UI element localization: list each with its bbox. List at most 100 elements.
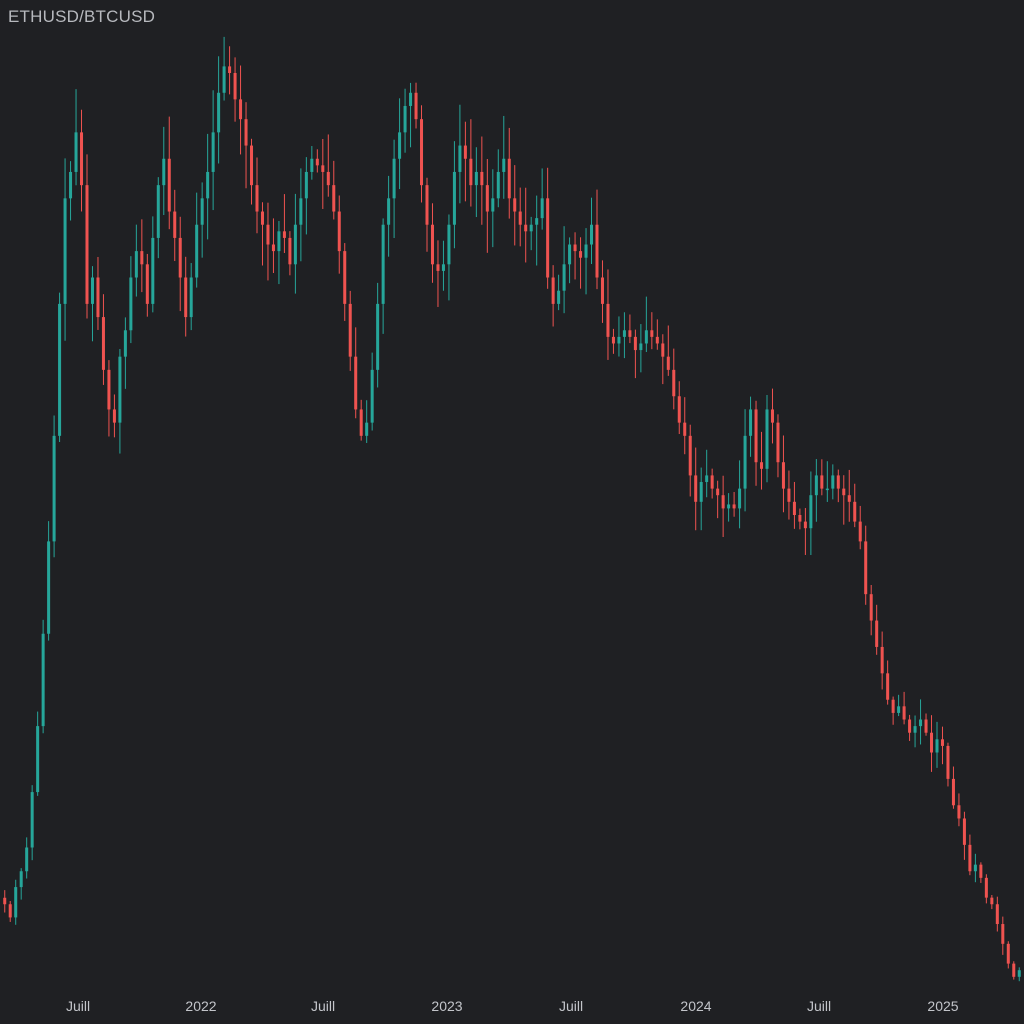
candle-body: [452, 171, 456, 225]
candle-body: [688, 435, 692, 476]
candle: [332, 160, 336, 220]
candle: [101, 294, 105, 385]
candle: [979, 862, 983, 883]
candle: [123, 317, 127, 389]
candle-body: [716, 488, 720, 496]
candle: [579, 237, 583, 289]
candle-body: [19, 871, 23, 888]
candle: [184, 256, 188, 337]
candle: [304, 157, 308, 235]
candle: [145, 253, 149, 317]
candle-body: [655, 336, 659, 344]
candle-body: [984, 877, 988, 898]
candle-body: [995, 904, 999, 925]
candle: [606, 269, 610, 360]
candle-body: [480, 171, 484, 186]
candle-body: [260, 211, 264, 225]
candle-body: [858, 521, 862, 542]
candle-body: [529, 224, 533, 232]
candle-body: [831, 475, 835, 489]
candle: [858, 505, 862, 550]
candle-body: [430, 224, 434, 265]
candle-body: [513, 198, 517, 212]
candle-body: [683, 422, 687, 436]
candle-body: [886, 673, 890, 700]
candle-body: [809, 495, 813, 529]
candle: [282, 194, 286, 254]
candle-body: [326, 171, 330, 186]
candle-body: [897, 706, 901, 713]
candle: [738, 460, 742, 529]
candle: [365, 400, 369, 443]
candle-body: [1001, 924, 1005, 944]
candle: [469, 119, 473, 207]
candle: [36, 711, 40, 796]
candle: [622, 312, 626, 359]
candle-body: [902, 706, 906, 720]
candle-body: [162, 158, 166, 186]
candle-body: [853, 501, 857, 522]
candle-body: [677, 396, 681, 423]
candle-body: [376, 303, 380, 370]
candle-body: [611, 336, 615, 344]
candle: [694, 447, 698, 531]
candle: [557, 274, 561, 311]
candle: [897, 694, 901, 717]
candle: [288, 231, 292, 276]
candle-body: [721, 495, 725, 509]
candle: [348, 290, 352, 371]
candle-body: [348, 303, 352, 357]
candle-body: [151, 237, 155, 304]
candle-body: [244, 119, 248, 146]
candle: [743, 409, 747, 512]
candle: [699, 467, 703, 531]
candle-body: [864, 541, 868, 595]
candle: [507, 127, 511, 219]
candle: [337, 195, 341, 274]
candle: [760, 431, 764, 490]
candle: [25, 837, 29, 879]
candle: [886, 660, 890, 705]
candle: [628, 314, 632, 344]
candle-body: [551, 277, 555, 304]
candle: [590, 197, 594, 265]
candle-body: [502, 158, 506, 172]
candle-body: [30, 792, 34, 848]
candle: [69, 161, 73, 221]
candle-body: [524, 224, 528, 232]
candle: [672, 348, 676, 410]
candle-body: [694, 475, 698, 502]
candle: [58, 292, 62, 442]
candle: [321, 139, 325, 209]
candle: [611, 328, 615, 354]
candle-body: [195, 224, 199, 278]
candle-body: [458, 145, 462, 172]
candle-body: [228, 66, 232, 73]
candle-body: [409, 92, 413, 106]
candle: [47, 521, 51, 641]
candle-body: [792, 501, 796, 515]
candle: [853, 483, 857, 528]
candle: [639, 324, 643, 373]
candle: [820, 459, 824, 496]
candle: [836, 469, 840, 503]
candle: [754, 400, 758, 486]
candle: [52, 415, 56, 558]
candle: [206, 133, 210, 240]
candle-body: [880, 646, 884, 674]
candle-body: [425, 185, 429, 225]
candle-body: [732, 504, 736, 509]
candle-body: [749, 409, 753, 436]
candle-body: [546, 198, 550, 278]
candle-body: [304, 171, 308, 199]
candle: [85, 154, 89, 319]
candle-body: [628, 330, 632, 337]
candle-body: [337, 211, 341, 252]
candle: [683, 397, 687, 455]
candle: [962, 811, 966, 860]
candle-body: [1012, 963, 1016, 977]
candle-body: [107, 369, 111, 410]
candle-body: [293, 224, 297, 265]
